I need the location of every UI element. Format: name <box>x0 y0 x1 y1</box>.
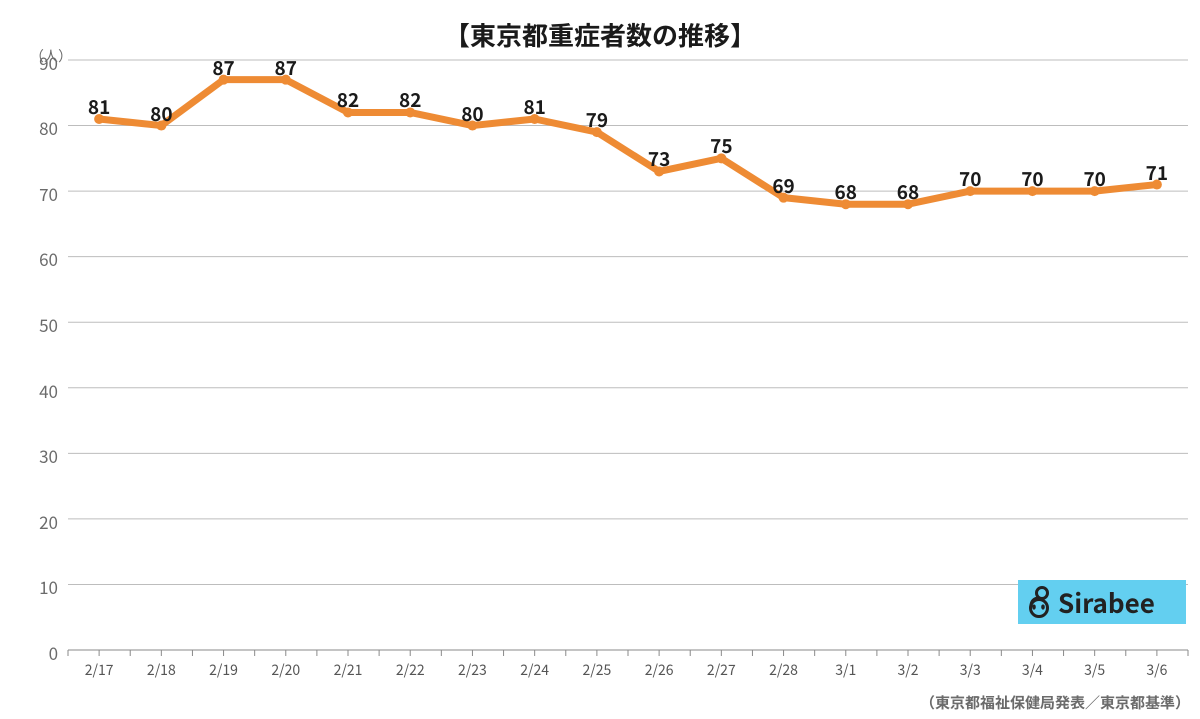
y-tick-label: 50 <box>18 312 58 337</box>
data-label: 82 <box>337 86 359 113</box>
data-label: 87 <box>275 54 297 81</box>
data-label: 70 <box>1083 165 1105 192</box>
data-label: 81 <box>88 93 110 120</box>
x-tick-label: 3/3 <box>960 660 981 680</box>
x-tick-label: 3/5 <box>1084 660 1105 680</box>
data-label: 81 <box>523 93 545 120</box>
x-tick-label: 3/1 <box>835 660 856 680</box>
data-label: 70 <box>1021 165 1043 192</box>
brand-badge: Sirabee <box>1018 580 1186 624</box>
x-tick-label: 2/21 <box>334 660 363 680</box>
x-tick-label: 2/28 <box>769 660 798 680</box>
y-tick-label: 80 <box>18 115 58 140</box>
y-tick-label: 30 <box>18 443 58 468</box>
brand-text: Sirabee <box>1058 584 1155 621</box>
y-tick-label: 70 <box>18 181 58 206</box>
data-label: 79 <box>586 106 608 133</box>
data-label: 68 <box>835 178 857 205</box>
x-tick-label: 2/22 <box>396 660 425 680</box>
brand-icon <box>1026 586 1054 618</box>
y-tick-label: 0 <box>18 640 58 665</box>
x-tick-label: 2/23 <box>458 660 487 680</box>
x-tick-label: 2/26 <box>645 660 674 680</box>
data-label: 80 <box>150 100 172 127</box>
x-tick-label: 3/4 <box>1022 660 1043 680</box>
x-tick-label: 2/20 <box>271 660 300 680</box>
y-tick-label: 20 <box>18 509 58 534</box>
x-tick-label: 2/25 <box>582 660 611 680</box>
data-label: 70 <box>959 165 981 192</box>
x-tick-label: 3/6 <box>1146 660 1167 680</box>
x-tick-label: 2/27 <box>707 660 736 680</box>
x-tick-label: 2/24 <box>520 660 549 680</box>
x-tick-label: 2/19 <box>209 660 238 680</box>
y-tick-label: 60 <box>18 246 58 271</box>
data-label: 75 <box>710 132 732 159</box>
y-tick-label: 90 <box>18 50 58 75</box>
x-tick-label: 2/17 <box>85 660 114 680</box>
data-label: 82 <box>399 86 421 113</box>
y-tick-label: 40 <box>18 378 58 403</box>
x-tick-label: 2/18 <box>147 660 176 680</box>
data-label: 87 <box>212 54 234 81</box>
y-tick-label: 10 <box>18 574 58 599</box>
data-label: 71 <box>1146 159 1168 186</box>
x-tick-label: 3/2 <box>897 660 918 680</box>
data-label: 68 <box>897 178 919 205</box>
data-label: 80 <box>461 100 483 127</box>
source-attribution: （東京都福祉保健局発表／東京都基準） <box>920 692 1190 713</box>
data-label: 69 <box>772 172 794 199</box>
data-label: 73 <box>648 145 670 172</box>
